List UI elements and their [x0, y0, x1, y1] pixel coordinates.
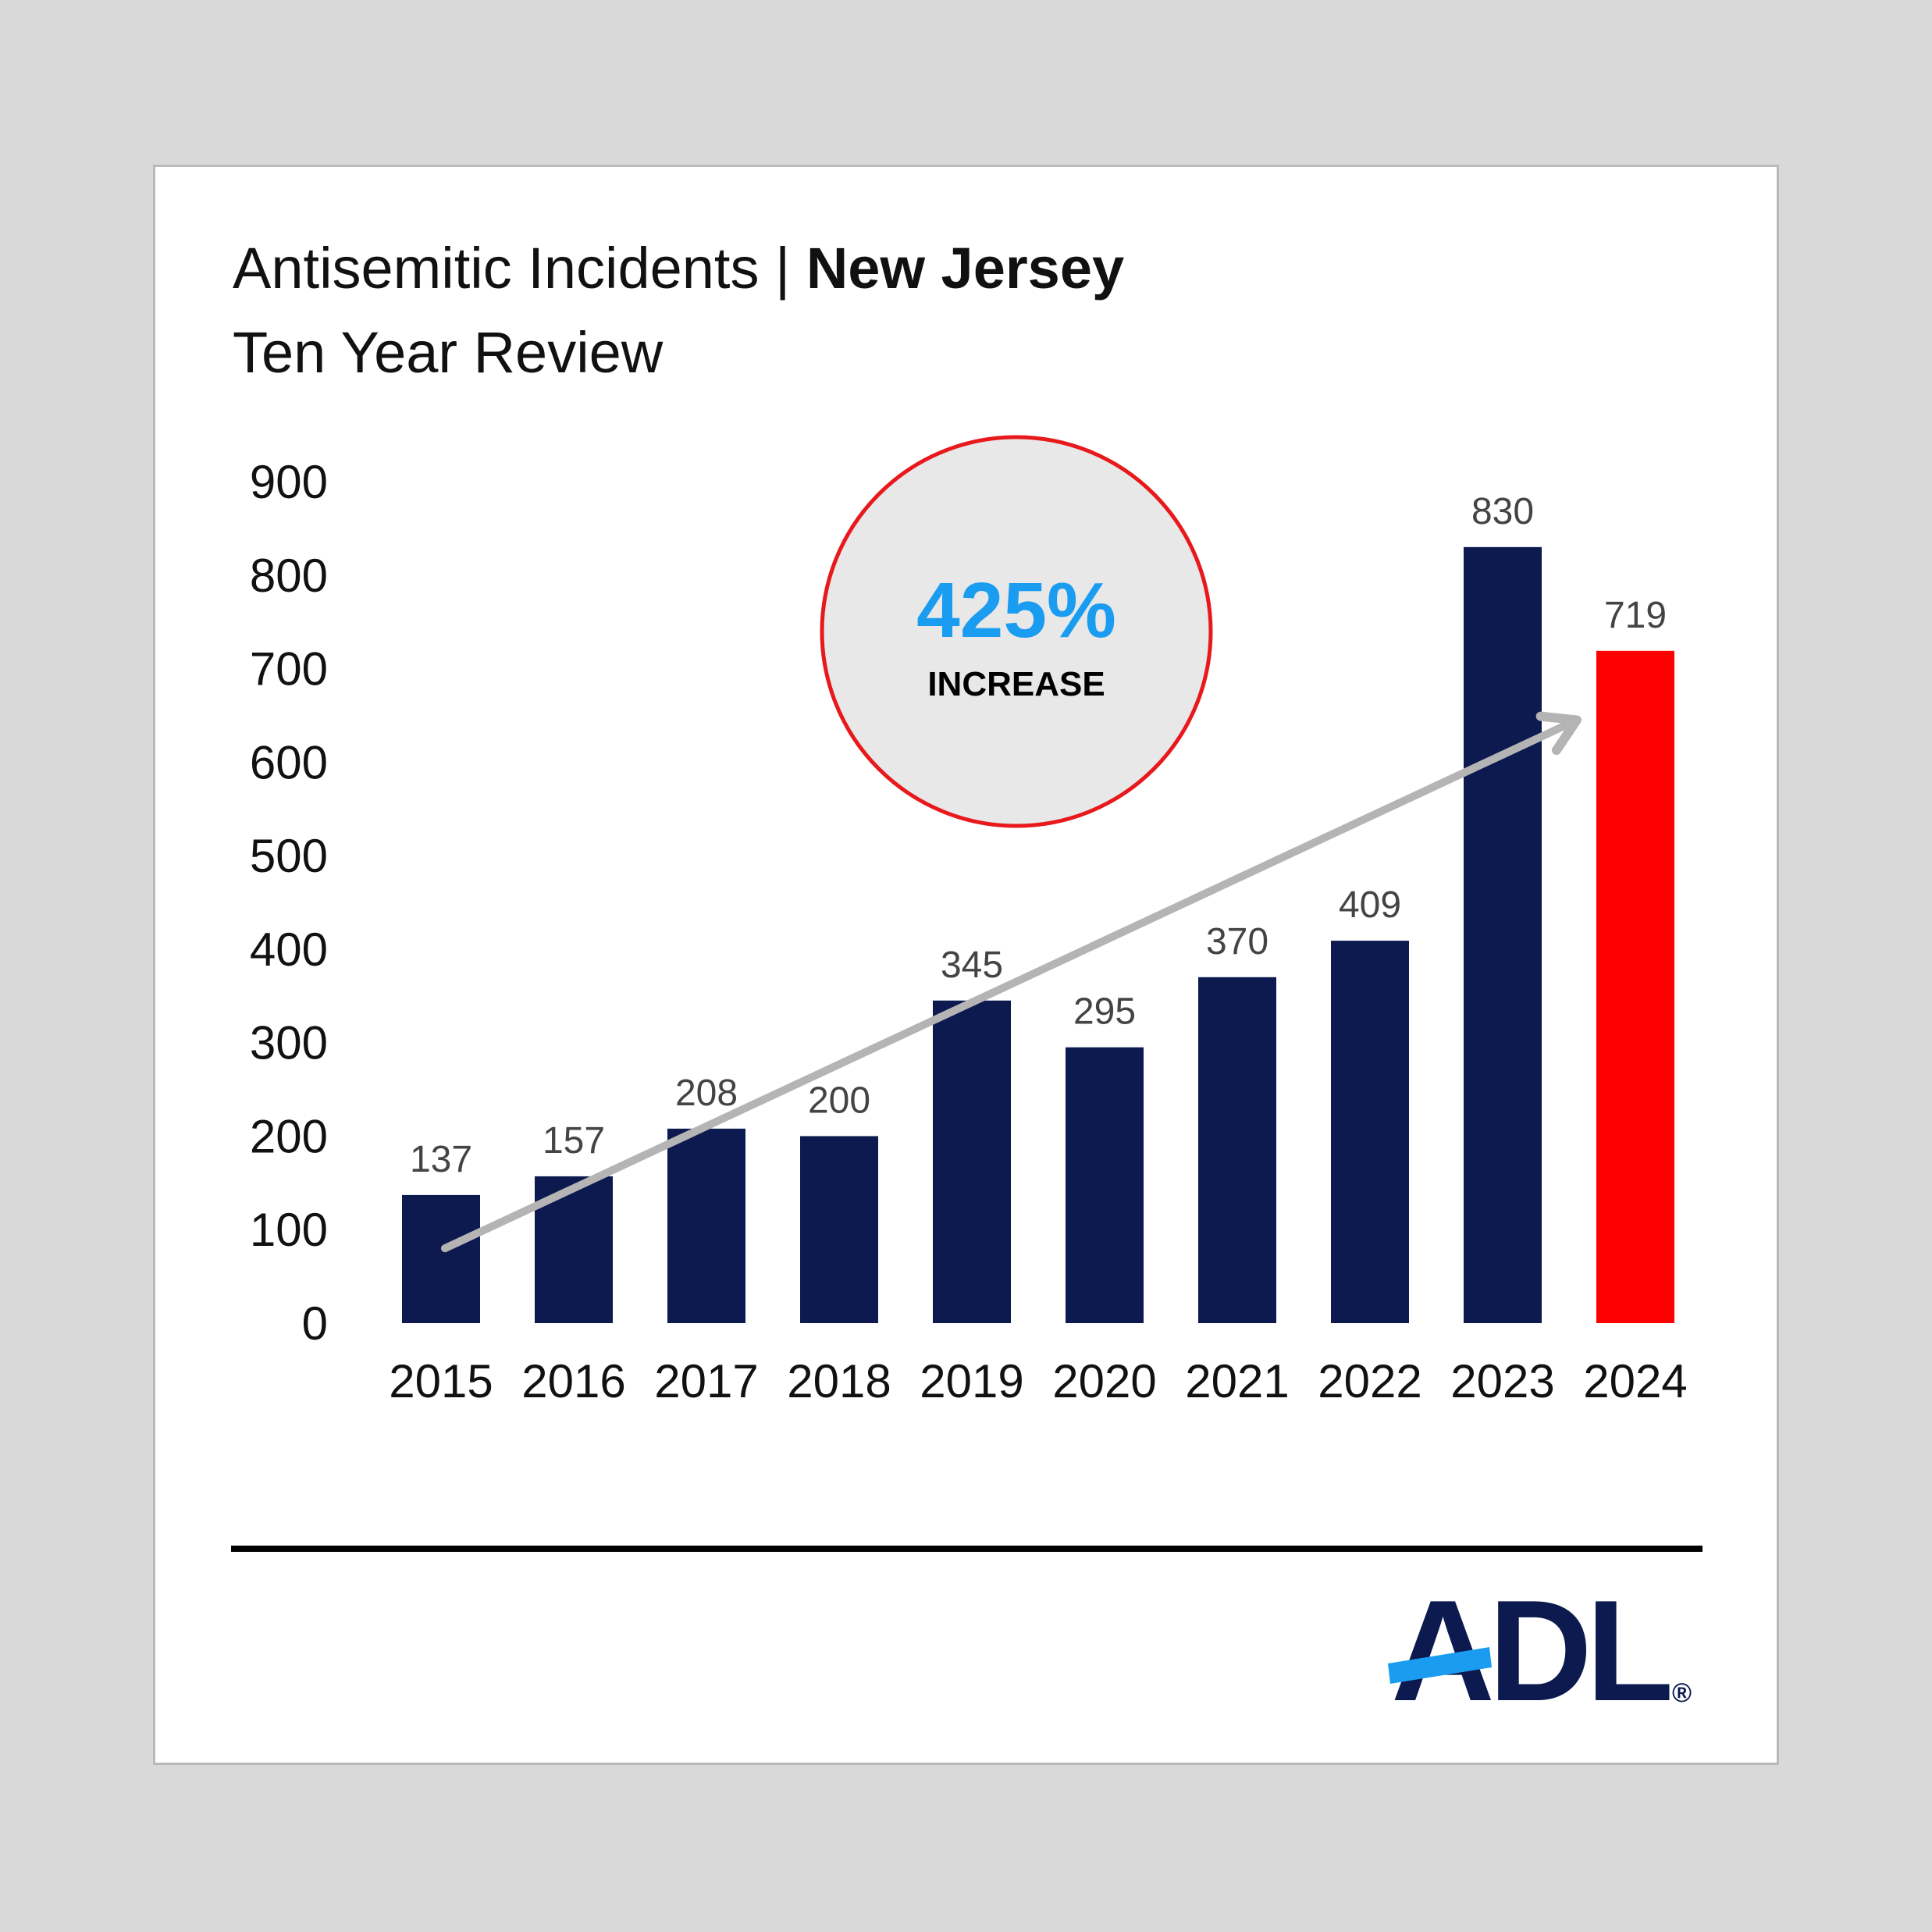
data-labels: 137 157 208 200 345 295 370 409 830 719: [410, 491, 1667, 1180]
title-region: New Jersey: [806, 236, 1125, 301]
bar: [1331, 941, 1409, 1323]
bar: [933, 1000, 1011, 1323]
bar: [800, 1136, 878, 1323]
bar-value-label: 719: [1604, 595, 1667, 636]
chart-title: Antisemitic Incidents | New Jersey: [233, 231, 1124, 306]
bar-value-label: 208: [675, 1073, 738, 1114]
title-prefix: Antisemitic Incidents |: [233, 236, 791, 301]
trend-arrow: [441, 711, 1582, 1253]
logo-wordmark: ADL: [1391, 1585, 1670, 1710]
x-tick-label: 2015: [389, 1355, 493, 1407]
callout-value: 425%: [916, 567, 1116, 654]
bar-value-label: 200: [808, 1080, 870, 1121]
x-tick-label: 2023: [1450, 1355, 1554, 1407]
y-tick-label: 400: [250, 923, 328, 976]
bar: [1596, 650, 1674, 1323]
callout-label: INCREASE: [927, 665, 1105, 703]
y-tick-label: 600: [250, 736, 328, 788]
x-tick-label: 2021: [1185, 1355, 1289, 1407]
bar-value-label: 295: [1073, 991, 1136, 1033]
bars: [402, 546, 1674, 1323]
y-tick-label: 500: [250, 830, 328, 882]
x-tick-label: 2022: [1318, 1355, 1421, 1407]
y-tick-label: 300: [250, 1017, 328, 1069]
y-tick-label: 200: [250, 1110, 328, 1162]
y-tick-label: 0: [302, 1297, 328, 1350]
bar-value-label: 157: [543, 1120, 605, 1162]
x-tick-label: 2017: [654, 1355, 758, 1407]
bar-value-label: 830: [1471, 491, 1534, 532]
adl-logo: ADL ®: [1388, 1585, 1692, 1710]
registered-mark: ®: [1672, 1678, 1692, 1708]
y-tick-label: 900: [250, 456, 328, 508]
bar: [402, 1194, 480, 1323]
x-tick-label: 2019: [920, 1355, 1023, 1407]
chart-subtitle: Ten Year Review: [233, 320, 664, 385]
footer-divider: [231, 1546, 1703, 1552]
y-tick-label: 100: [250, 1204, 328, 1256]
bar: [667, 1128, 745, 1323]
x-tick-label: 2024: [1583, 1355, 1687, 1407]
callout-circle: [820, 435, 1213, 828]
y-tick-label: 700: [250, 643, 328, 696]
bar-value-label: 409: [1339, 884, 1401, 926]
bar-value-label: 345: [941, 945, 1003, 986]
bar-value-label: 137: [410, 1139, 472, 1180]
bar: [1198, 977, 1276, 1323]
y-tick-label: 800: [250, 550, 328, 602]
bar: [1066, 1047, 1144, 1323]
bar-value-label: 370: [1206, 921, 1268, 962]
bar: [1464, 546, 1542, 1323]
x-tick-label: 2018: [787, 1355, 891, 1407]
x-tick-label: 2016: [521, 1355, 625, 1407]
logo-accent-stripe: [1388, 1647, 1492, 1684]
increase-callout: 425% INCREASE: [820, 435, 1213, 828]
x-tick-label: 2020: [1052, 1355, 1156, 1407]
x-axis: 2015 2016 2017 2018 2019 2020 2021 2022 2023 2024: [389, 1355, 1687, 1407]
y-axis: 0 100 200 300 400 500 600 700 800 900: [250, 456, 328, 1350]
